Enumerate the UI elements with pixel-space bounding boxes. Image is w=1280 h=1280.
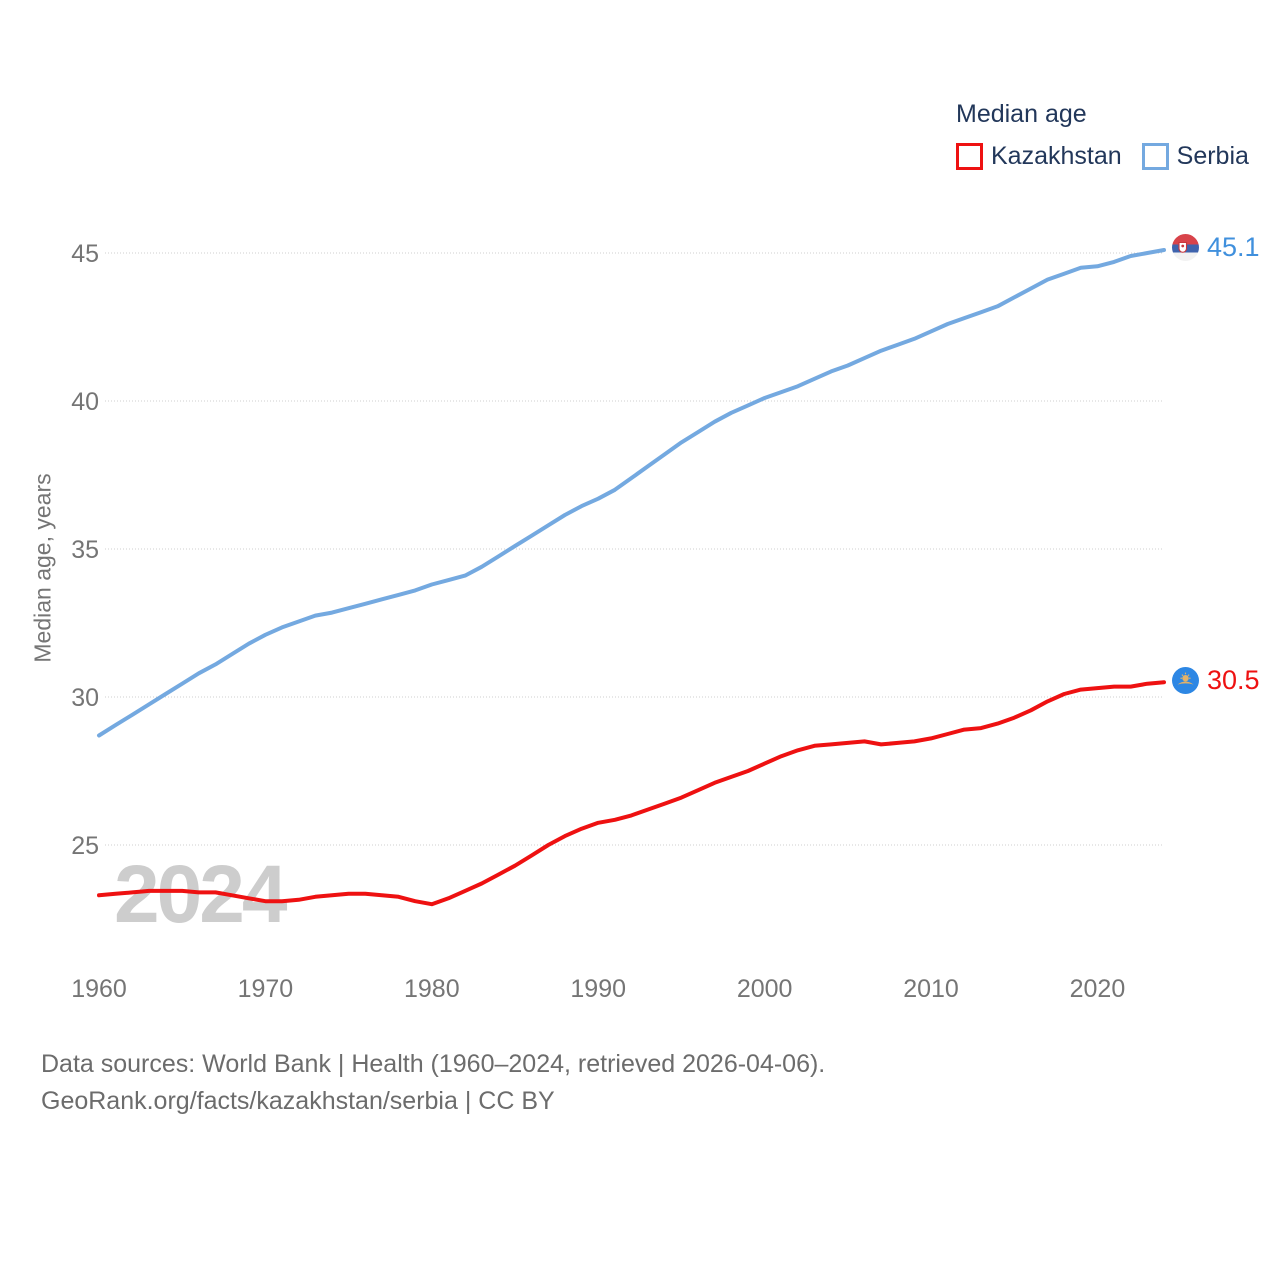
footer-attribution-line[interactable]: GeoRank.org/facts/kazakhstan/serbia | CC… (41, 1087, 555, 1115)
kazakhstan-flag-icon (1172, 667, 1199, 694)
serbia-flag-icon (1172, 234, 1199, 261)
y-tick-label-45: 45 (71, 240, 99, 268)
legend-title: Median age (956, 100, 1087, 128)
footer-source-line: Data sources: World Bank | Health (1960–… (41, 1050, 826, 1078)
kazakhstan-end-label: 30.5 (1172, 665, 1260, 696)
footer: Data sources: World Bank | Health (1960–… (41, 1046, 825, 1120)
legend-items: Kazakhstan Serbia (956, 142, 1249, 171)
x-tick-label-2000: 2000 (737, 975, 793, 1003)
y-tick-label-40: 40 (71, 388, 99, 416)
kazakhstan-swatch (956, 143, 983, 170)
legend-item-serbia[interactable]: Serbia (1141, 142, 1249, 171)
legend: Median age Kazakhstan Serbia (956, 100, 1249, 171)
year-watermark: 2024 (114, 849, 288, 940)
x-tick-label-1980: 1980 (404, 975, 460, 1003)
x-tick-label-2020: 2020 (1070, 975, 1126, 1003)
serbia-swatch (1141, 143, 1169, 170)
kazakhstan-end-value: 30.5 (1207, 665, 1260, 695)
x-tick-label-1960: 1960 (71, 975, 127, 1003)
legend-label-serbia: Serbia (1176, 142, 1249, 170)
kazakhstan-line[interactable] (97, 680, 1166, 907)
y-tick-label-35: 35 (71, 536, 99, 564)
y-tick-label-25: 25 (71, 832, 99, 860)
serbia-end-value: 45.1 (1207, 232, 1260, 262)
serbia-end-label: 45.1 (1172, 232, 1260, 263)
x-tick-label-1970: 1970 (238, 975, 294, 1003)
y-tick-label-30: 30 (71, 684, 99, 712)
legend-label-kazakhstan: Kazakhstan (991, 142, 1122, 170)
x-tick-label-2010: 2010 (903, 975, 959, 1003)
serbia-line[interactable] (97, 248, 1166, 738)
legend-item-kazakhstan[interactable]: Kazakhstan (956, 142, 1122, 171)
x-tick-label-1990: 1990 (570, 975, 626, 1003)
